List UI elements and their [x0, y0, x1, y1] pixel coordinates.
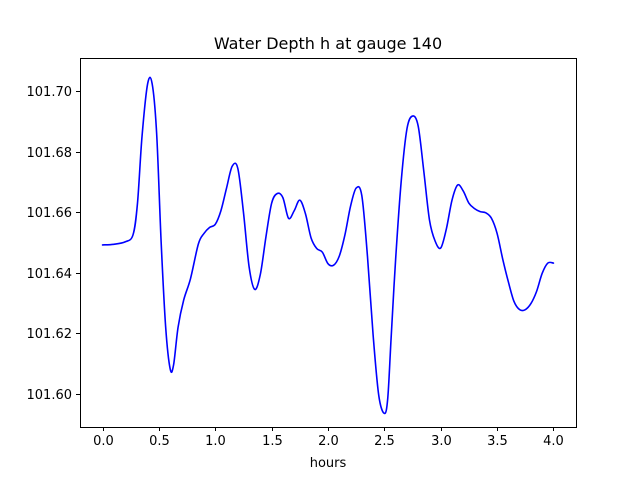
x-tick-label: 1.5 [262, 434, 283, 449]
x-tick-label: 4.0 [543, 434, 564, 449]
x-axis-label: hours [310, 456, 347, 471]
y-axis-ticks: 101.60 101.62 101.64 101.66 101.68 101.70 [27, 85, 80, 403]
y-tick-label: 101.60 [27, 388, 73, 403]
plot-frame [80, 58, 577, 428]
x-tick-label: 0.5 [149, 434, 170, 449]
x-tick-label: 2.0 [318, 434, 339, 449]
y-tick-label: 101.66 [27, 206, 73, 221]
plot-layer [101, 76, 555, 415]
x-tick-label: 0.0 [93, 434, 114, 449]
x-tick-label: 3.0 [431, 434, 452, 449]
series-line [101, 76, 555, 415]
x-tick-label: 2.5 [374, 434, 395, 449]
y-tick-label: 101.70 [27, 85, 73, 100]
x-tick-label: 1.0 [205, 434, 226, 449]
y-tick-label: 101.68 [27, 146, 73, 161]
y-tick-label: 101.62 [27, 327, 73, 342]
chart-title: Water Depth h at gauge 140 [214, 34, 442, 53]
x-axis-ticks: 0.0 0.5 1.0 1.5 2.0 2.5 3.0 3.5 4.0 [93, 427, 564, 449]
x-tick-label: 3.5 [487, 434, 508, 449]
y-tick-label: 101.64 [27, 267, 73, 282]
